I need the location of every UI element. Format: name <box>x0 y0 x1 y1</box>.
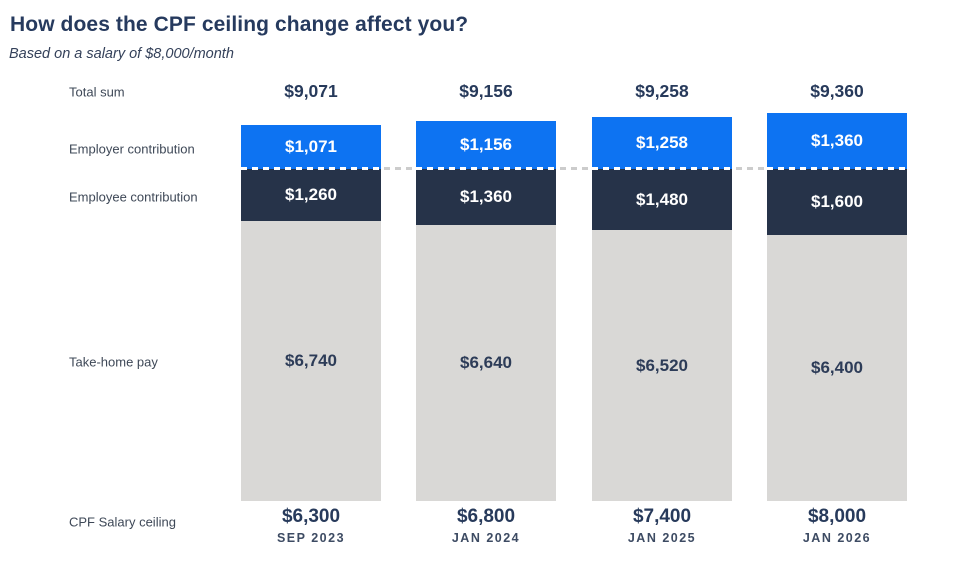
employer-segment: $1,071 <box>241 124 381 169</box>
total-sum-value: $9,258 <box>635 81 689 101</box>
employer-value: $1,258 <box>636 132 688 152</box>
employee-segment: $1,480 <box>592 168 732 231</box>
page-subtitle: Based on a salary of $8,000/month <box>9 46 234 62</box>
employee-segment: $1,600 <box>767 168 907 236</box>
total-sum-value: $9,360 <box>810 81 864 101</box>
cpf-ceiling-value: $7,400 <box>632 506 692 527</box>
ceiling-block: $8,000 JAN 2026 <box>767 506 907 545</box>
row-label-total-sum: Total sum <box>69 84 125 100</box>
bar-column: $1,071 $1,260 $6,740 <box>241 124 381 501</box>
takehome-segment: $6,640 <box>416 225 556 501</box>
reference-dashed-line <box>241 167 907 170</box>
bar-column: $1,156 $1,360 $6,640 <box>416 121 556 501</box>
ceiling-block: $6,300 SEP 2023 <box>241 506 381 545</box>
ceiling-block: $7,400 JAN 2025 <box>592 506 732 545</box>
takehome-value: $6,520 <box>636 355 688 375</box>
row-label-take-home-pay: Take-home pay <box>69 354 158 369</box>
takehome-segment: $6,400 <box>767 235 907 501</box>
takehome-value: $6,740 <box>285 351 337 371</box>
row-label-employer-contribution: Employer contribution <box>69 141 195 157</box>
employer-value: $1,156 <box>460 135 512 154</box>
row-label-employee-contribution: Employee contribution <box>69 189 198 204</box>
cpf-ceiling-value: $8,000 <box>807 506 867 527</box>
row-label-cpf-salary-ceiling: CPF Salary ceiling <box>69 514 176 529</box>
reference-dashed-line-over-bar <box>592 166 732 170</box>
period-date-label: JAN 2026 <box>802 530 872 545</box>
reference-dashed-line-over-bar <box>767 166 907 170</box>
period-date-label: JAN 2025 <box>627 530 697 545</box>
takehome-segment: $6,520 <box>592 230 732 501</box>
employee-value: $1,360 <box>460 187 512 207</box>
period-date-label: SEP 2023 <box>276 530 346 545</box>
cpf-ceiling-value: $6,800 <box>456 506 516 527</box>
employee-value: $1,260 <box>285 185 337 205</box>
employer-segment: $1,258 <box>592 116 732 169</box>
total-sum-value: $9,156 <box>459 81 513 101</box>
bar-column: $1,360 $1,600 $6,400 <box>767 112 907 501</box>
period-date-label: JAN 2024 <box>451 530 521 545</box>
reference-dashed-line-over-bar <box>241 166 381 170</box>
employer-segment: $1,156 <box>416 121 556 169</box>
employee-segment: $1,260 <box>241 168 381 222</box>
total-sum-value: $9,071 <box>284 81 338 101</box>
employer-value: $1,360 <box>811 130 863 150</box>
takehome-value: $6,640 <box>460 353 512 373</box>
cpf-ceiling-value: $6,300 <box>281 506 341 527</box>
employee-value: $1,600 <box>811 192 863 212</box>
employer-value: $1,071 <box>285 136 337 156</box>
ceiling-block: $6,800 JAN 2024 <box>416 506 556 545</box>
employer-segment: $1,360 <box>767 112 907 169</box>
page-title: How does the CPF ceiling change affect y… <box>10 13 469 36</box>
employee-value: $1,480 <box>636 189 688 209</box>
reference-dashed-line-over-bar <box>416 166 556 170</box>
employee-segment: $1,360 <box>416 168 556 226</box>
takehome-segment: $6,740 <box>241 221 381 501</box>
bar-column: $1,258 $1,480 $6,520 <box>592 116 732 501</box>
takehome-value: $6,400 <box>811 358 863 378</box>
